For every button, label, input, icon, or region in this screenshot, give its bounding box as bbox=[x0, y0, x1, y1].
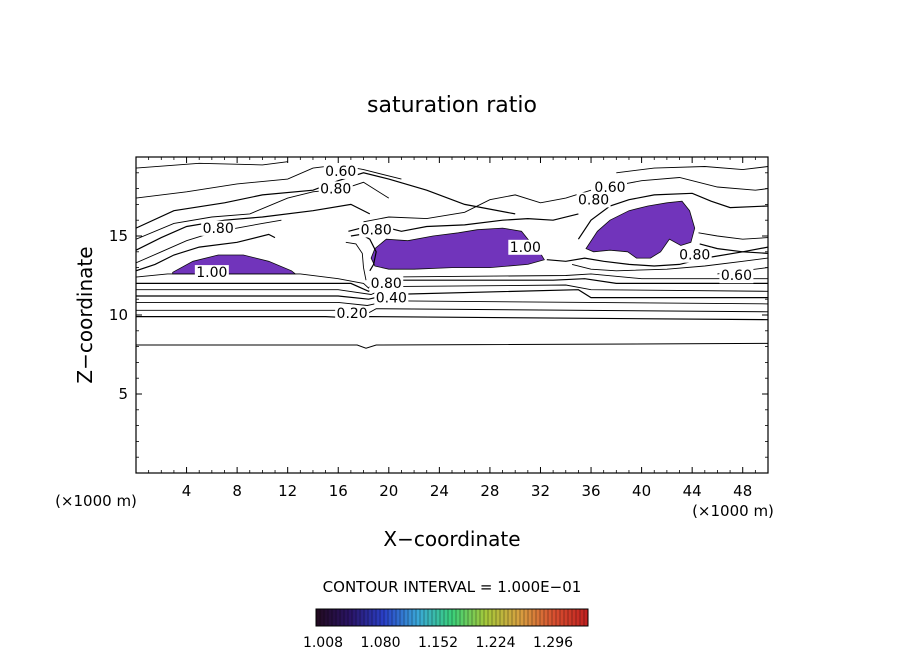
colorbar-label: 1.080 bbox=[360, 635, 400, 651]
contour-label-bg bbox=[374, 290, 409, 306]
x-tick-label: 40 bbox=[632, 482, 651, 500]
contour-line bbox=[136, 308, 768, 316]
contour-line bbox=[577, 192, 768, 240]
contour-line-0-40 bbox=[136, 300, 768, 306]
x-axis: 4 8 12 16 20 24 28 32 36 40 44 48 bbox=[148, 157, 756, 500]
contour-label: 0.20 bbox=[337, 306, 368, 322]
contour-line bbox=[136, 164, 402, 199]
colorbar-label: 1.152 bbox=[418, 635, 458, 651]
contour-line bbox=[698, 232, 768, 240]
colorbar-label: 1.008 bbox=[303, 635, 343, 651]
y-tick-label: 5 bbox=[118, 385, 128, 403]
contour-label-bg bbox=[369, 276, 404, 292]
contour-line bbox=[345, 241, 367, 281]
contour-label-bg bbox=[318, 181, 353, 197]
contour-line bbox=[136, 181, 390, 240]
chart-title: saturation ratio bbox=[367, 93, 537, 118]
contour-line bbox=[699, 243, 768, 254]
contour-label-bg bbox=[335, 306, 370, 322]
contour-line bbox=[136, 203, 371, 251]
contour-label-bg bbox=[677, 247, 712, 263]
y-axis-label: Z−coordinate bbox=[73, 246, 97, 383]
x-tick-label: 12 bbox=[278, 482, 297, 500]
supersaturation-region-3 bbox=[585, 200, 696, 259]
contour-line bbox=[136, 289, 768, 300]
colorbar-label: 1.224 bbox=[475, 635, 515, 651]
contour-label: 0.60 bbox=[325, 164, 356, 180]
x-tick-label: 44 bbox=[683, 482, 702, 500]
contour-line-0-20 bbox=[136, 315, 768, 321]
x-tick-label: 16 bbox=[329, 482, 348, 500]
contour-label-bg bbox=[593, 179, 627, 195]
contour-label: 0.60 bbox=[721, 268, 752, 284]
contour-label-bg bbox=[576, 192, 611, 208]
contour-label-bg bbox=[719, 268, 754, 284]
x-tick-label: 28 bbox=[480, 482, 499, 500]
contour-label: 0.60 bbox=[594, 180, 625, 196]
x-unit-left: (×1000 m) bbox=[55, 492, 137, 510]
contour-label-bg bbox=[201, 220, 236, 236]
contour-label: 0.80 bbox=[578, 192, 609, 208]
contour-line bbox=[136, 161, 288, 169]
contour-labels: 0.600.800.801.000.801.000.600.800.800.60… bbox=[194, 163, 754, 322]
x-unit-right: (×1000 m) bbox=[692, 502, 774, 520]
colorbar: 1.008 1.080 1.152 1.224 1.296 bbox=[303, 608, 589, 651]
contour-label-bg bbox=[323, 163, 358, 179]
x-tick-label: 20 bbox=[379, 482, 398, 500]
x-tick-label: 4 bbox=[182, 482, 192, 500]
colorbar-label: 1.296 bbox=[533, 635, 573, 651]
x-axis-label: X−coordinate bbox=[383, 527, 520, 551]
contour-label: 0.40 bbox=[376, 290, 407, 306]
contour-line bbox=[616, 166, 768, 174]
x-tick-label: 48 bbox=[733, 482, 752, 500]
contour-label: 1.00 bbox=[510, 240, 541, 256]
contour-label: 0.80 bbox=[203, 221, 234, 237]
contour-line bbox=[546, 246, 768, 267]
contour-label-bg bbox=[508, 239, 543, 255]
supersaturation-region-1 bbox=[172, 254, 297, 275]
contour-label: 0.80 bbox=[371, 276, 402, 292]
colorbar-ticks bbox=[315, 609, 589, 626]
contour-line bbox=[136, 172, 516, 229]
contour-interval-text: CONTOUR INTERVAL = 1.000E−01 bbox=[323, 578, 582, 596]
contour-label: 0.80 bbox=[361, 222, 392, 238]
contour-line bbox=[136, 273, 768, 289]
x-tick-label: 24 bbox=[430, 482, 449, 500]
x-tick-label: 36 bbox=[581, 482, 600, 500]
y-tick-label: 15 bbox=[109, 227, 128, 245]
contour-label-bg bbox=[194, 265, 229, 281]
x-tick-label: 32 bbox=[531, 482, 550, 500]
contour-label: 0.80 bbox=[679, 248, 710, 264]
y-tick-label: 10 bbox=[109, 306, 128, 324]
contour-line-lower bbox=[136, 342, 768, 349]
contour-label: 0.80 bbox=[320, 181, 351, 197]
contour-label-bg bbox=[359, 222, 394, 238]
y-axis: 5 10 15 bbox=[109, 172, 768, 458]
contour-label: 1.00 bbox=[196, 265, 227, 281]
contour-line bbox=[136, 233, 276, 272]
contour-line bbox=[363, 189, 592, 223]
x-tick-label: 8 bbox=[232, 482, 242, 500]
plot-area: 0.600.800.801.000.801.000.600.800.800.60… bbox=[136, 161, 768, 349]
colorbar-labels: 1.008 1.080 1.152 1.224 1.296 bbox=[303, 635, 573, 651]
contour-line bbox=[571, 257, 768, 272]
